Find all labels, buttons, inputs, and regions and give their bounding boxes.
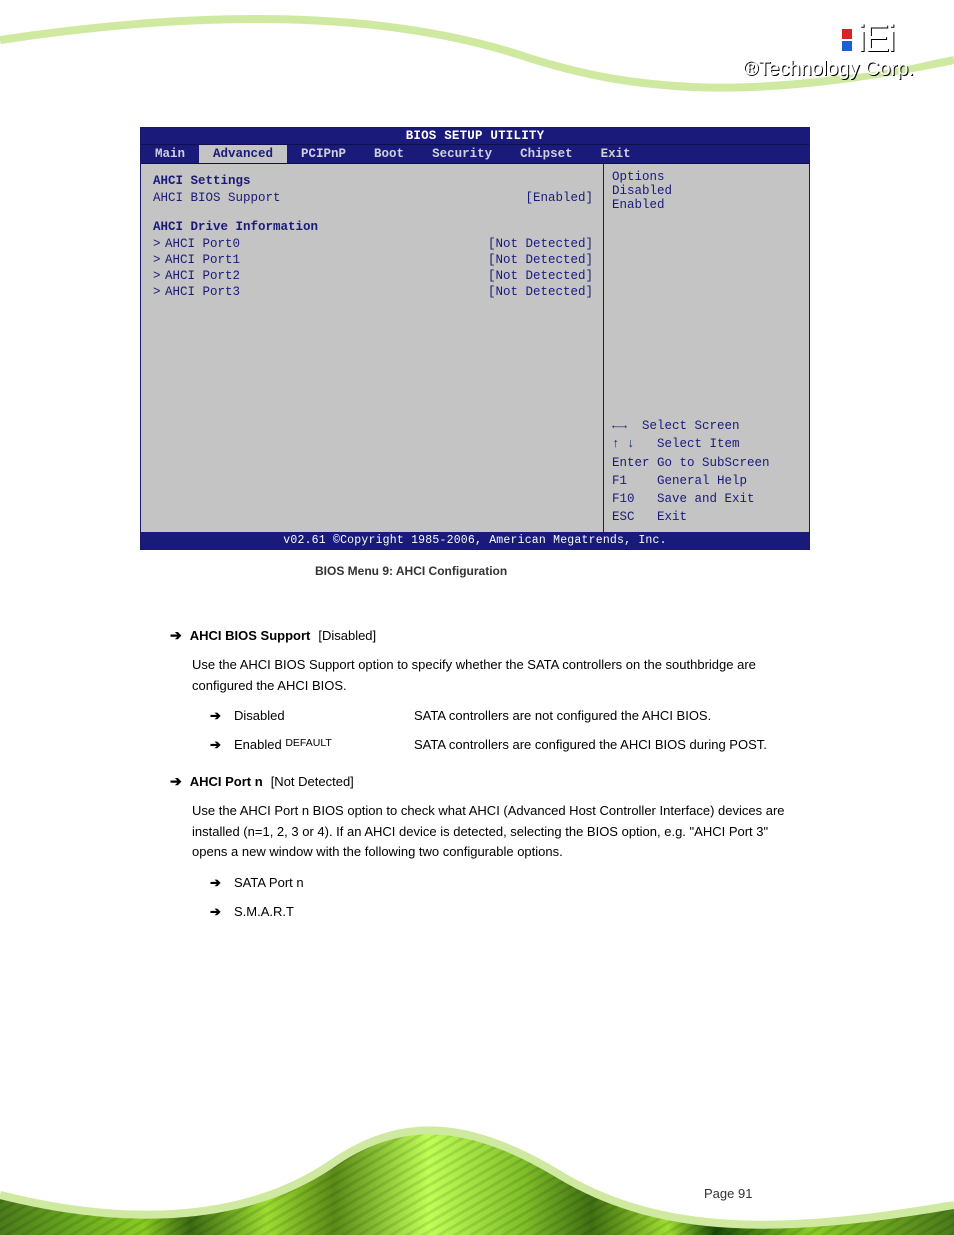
bios-row-ahci-bios-support[interactable]: AHCI BIOS Support [Enabled] <box>153 190 593 206</box>
bios-port-value: [Not Detected] <box>488 285 593 299</box>
bios-title: BIOS SETUP UTILITY <box>141 128 809 145</box>
bios-row-label: AHCI BIOS Support <box>153 191 281 205</box>
keyhint-label: Save and Exit <box>657 492 755 506</box>
arrow-right-icon: ➔ <box>210 706 224 727</box>
bios-tab-bar: Main Advanced PCIPnP Boot Security Chips… <box>141 145 809 164</box>
option-range: [Not Detected] <box>271 772 354 793</box>
brand-tagline-text: Technology Corp. <box>758 58 914 80</box>
option-value-name: SATA Port n <box>234 873 404 894</box>
brand-logo-text: iEi <box>858 18 894 61</box>
option-value-name: Enabled DEFAULT <box>234 735 404 756</box>
option-value-name: Disabled <box>234 706 404 727</box>
content-region: ➔ AHCI BIOS Support [Disabled] Use the A… <box>140 610 810 931</box>
bios-tab-exit[interactable]: Exit <box>587 145 645 163</box>
logo-square-blue <box>842 41 852 51</box>
keyhint-label: Select Screen <box>642 419 740 433</box>
keyhint-key: Enter <box>612 456 650 470</box>
arrow-left-right-icon: ←→ <box>612 419 627 433</box>
arrow-right-icon: ➔ <box>170 624 182 646</box>
option-value-row: ➔ SATA Port n <box>210 873 810 894</box>
bios-section-title: AHCI Settings <box>153 174 593 188</box>
header-pcb-band <box>0 0 954 112</box>
bios-tab-chipset[interactable]: Chipset <box>506 145 587 163</box>
bios-row-port2[interactable]: >AHCI Port2 [Not Detected] <box>153 268 593 284</box>
bios-port-label: >AHCI Port2 <box>153 269 240 283</box>
bios-row-port3[interactable]: >AHCI Port3 [Not Detected] <box>153 284 593 300</box>
footer-pcb-band <box>0 1120 954 1235</box>
option-value-explanation: SATA controllers are configured the AHCI… <box>414 735 810 756</box>
default-tag: DEFAULT <box>285 737 331 749</box>
page-number: Page 91 <box>694 1179 894 1207</box>
option-description: Use the AHCI Port n BIOS option to check… <box>192 801 792 863</box>
bios-help-opt: Enabled <box>612 198 801 212</box>
bios-row-port1[interactable]: >AHCI Port1 [Not Detected] <box>153 252 593 268</box>
option-heading: ➔ AHCI Port n [Not Detected] <box>170 770 810 793</box>
bios-subhead: AHCI Drive Information <box>153 220 593 234</box>
option-value-name: S.M.A.R.T <box>234 902 404 923</box>
option-heading: ➔ AHCI BIOS Support [Disabled] <box>170 624 810 647</box>
bios-port-value: [Not Detected] <box>488 237 593 251</box>
brand-logo: iEi <box>842 18 894 61</box>
keyhint-label: General Help <box>657 474 747 488</box>
option-values: ➔ SATA Port n ➔ S.M.A.R.T <box>210 873 810 923</box>
keyhint-label: Exit <box>657 510 687 524</box>
arrow-up-down-icon: ↑ ↓ <box>612 437 635 451</box>
bios-row-port0[interactable]: >AHCI Port0 [Not Detected] <box>153 236 593 252</box>
brand-tagline: ®Technology Corp. <box>744 58 914 81</box>
registered-mark: ® <box>744 58 759 80</box>
bios-body: AHCI Settings AHCI BIOS Support [Enabled… <box>141 164 809 532</box>
arrow-right-icon: ➔ <box>210 735 224 756</box>
bios-port-value: [Not Detected] <box>488 269 593 283</box>
arrow-right-icon: ➔ <box>170 770 182 792</box>
bios-port-label: >AHCI Port1 <box>153 253 240 267</box>
bios-tab-main[interactable]: Main <box>141 145 199 163</box>
option-name: AHCI BIOS Support <box>190 626 311 647</box>
bios-copyright: v02.61 ©Copyright 1985-2006, American Me… <box>141 532 809 549</box>
option-description: Use the AHCI BIOS Support option to spec… <box>192 655 792 697</box>
keyhint-label: Select Item <box>657 437 740 451</box>
bios-row-value: [Enabled] <box>525 191 593 205</box>
option-value-row: ➔ Disabled SATA controllers are not conf… <box>210 706 810 727</box>
keyhint-label: Go to SubScreen <box>657 456 770 470</box>
bios-port-label: >AHCI Port0 <box>153 237 240 251</box>
option-value-row: ➔ Enabled DEFAULT SATA controllers are c… <box>210 735 810 756</box>
arrow-right-icon: ➔ <box>210 902 224 923</box>
bios-figure-caption: BIOS Menu 9: AHCI Configuration <box>315 564 507 578</box>
keyhint-key: F10 <box>612 492 635 506</box>
bios-port-value: [Not Detected] <box>488 253 593 267</box>
option-values: ➔ Disabled SATA controllers are not conf… <box>210 706 810 756</box>
option-range: [Disabled] <box>318 626 376 647</box>
spacer <box>612 212 801 417</box>
bios-tab-advanced[interactable]: Advanced <box>199 145 287 163</box>
bios-help-opt: Disabled <box>612 184 801 198</box>
arrow-right-icon: ➔ <box>210 873 224 894</box>
bios-tab-security[interactable]: Security <box>418 145 506 163</box>
bios-tab-boot[interactable]: Boot <box>360 145 418 163</box>
bios-panel: BIOS SETUP UTILITY Main Advanced PCIPnP … <box>140 127 810 550</box>
option-name: AHCI Port n <box>190 772 263 793</box>
spacer <box>153 206 593 216</box>
bios-key-hints: ←→ Select Screen ↑ ↓ Select Item Enter G… <box>612 417 801 526</box>
option-value-row: ➔ S.M.A.R.T <box>210 902 810 923</box>
option-value-explanation: SATA controllers are not configured the … <box>414 706 810 727</box>
bios-tab-pcipnp[interactable]: PCIPnP <box>287 145 360 163</box>
brand-logo-mark <box>842 29 852 51</box>
bios-left-pane: AHCI Settings AHCI BIOS Support [Enabled… <box>141 164 604 532</box>
bios-help-title: Options <box>612 170 801 184</box>
keyhint-key: F1 <box>612 474 627 488</box>
bios-port-label: >AHCI Port3 <box>153 285 240 299</box>
keyhint-key: ESC <box>612 510 635 524</box>
logo-square-red <box>842 29 852 39</box>
bios-right-pane: Options Disabled Enabled ←→ Select Scree… <box>604 164 809 532</box>
